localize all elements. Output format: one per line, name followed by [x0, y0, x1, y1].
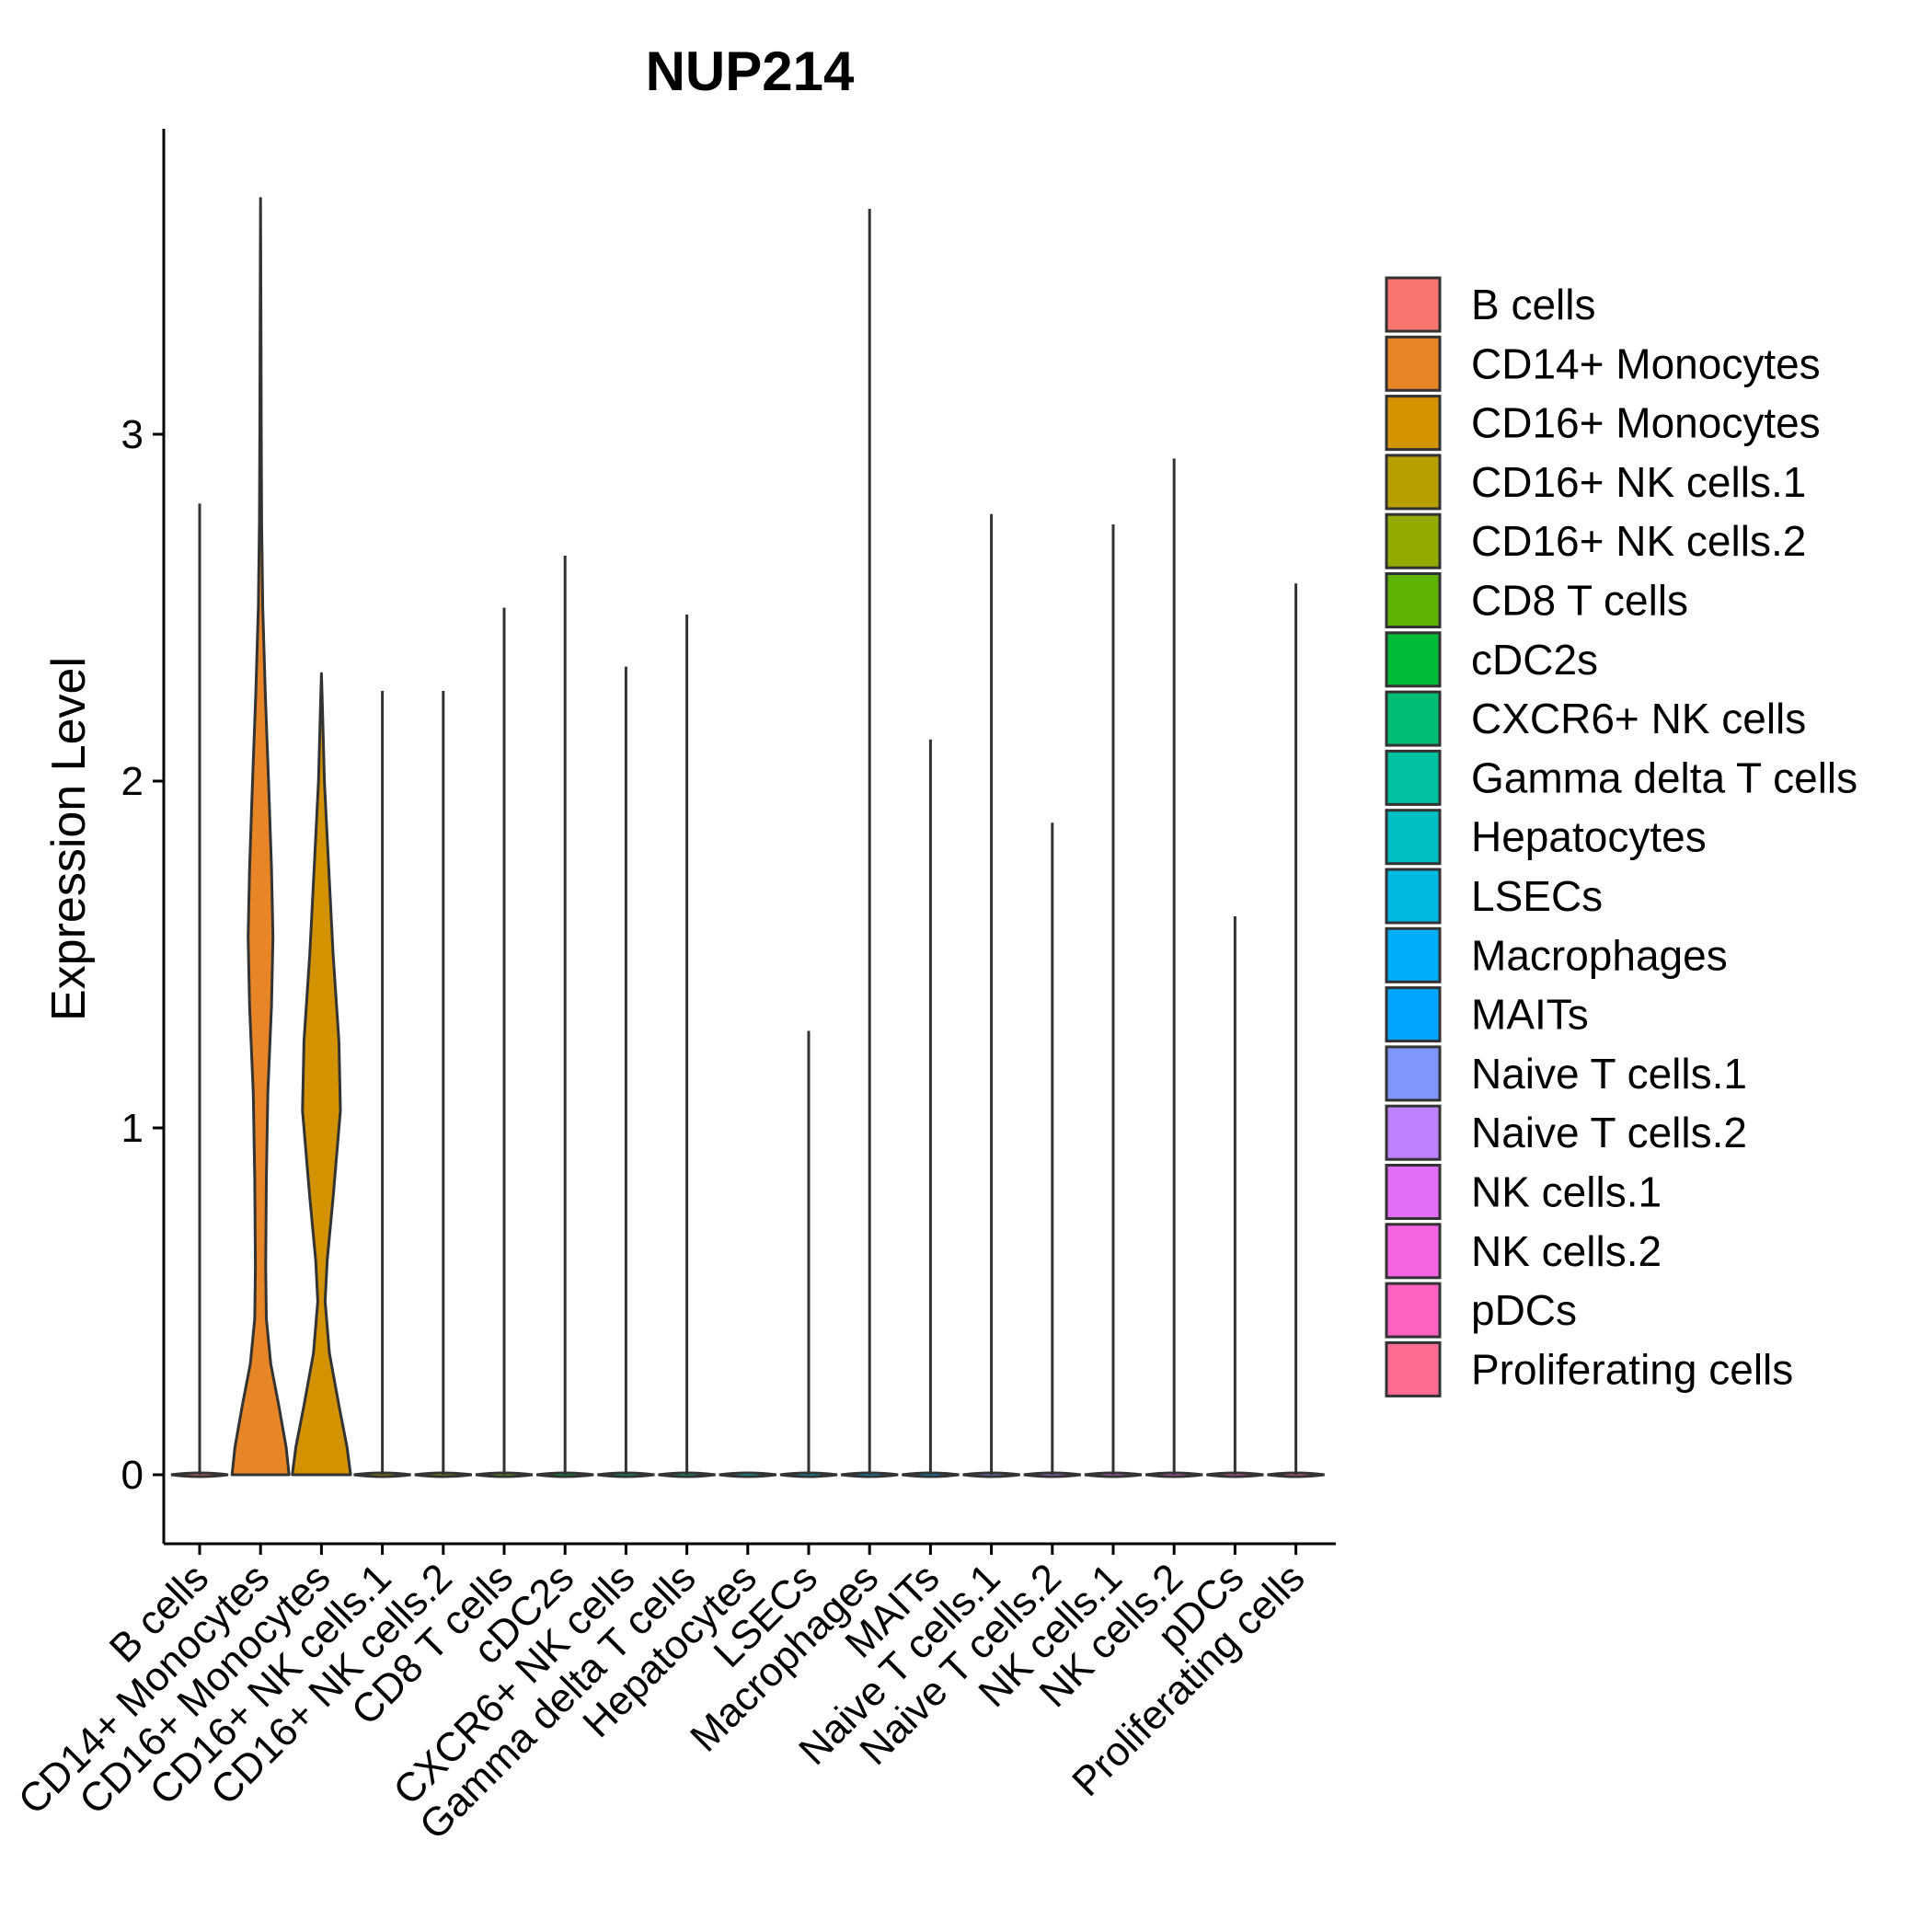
violin-pdcs — [1206, 916, 1264, 1478]
legend-key-hepatocytes — [1385, 809, 1442, 866]
violin-hepatocytes-base — [719, 1471, 776, 1478]
legend-label-naive-t-cells-2: Naive T cells.2 — [1471, 1109, 1747, 1156]
violin-cd16-plus-nk-cells-2 — [414, 690, 472, 1478]
legend-label-gamma-delta-t-cells: Gamma delta T cells — [1471, 753, 1857, 801]
violin-macrophages — [841, 208, 899, 1478]
y-ticks: 0 1 2 3 — [121, 412, 164, 1498]
legend-key-macrophages — [1385, 926, 1442, 983]
legend-key-cxcr6-plus-nk-cells — [1385, 690, 1442, 747]
legend-key-cdc2s — [1385, 631, 1442, 688]
y-tick-label: 3 — [121, 412, 144, 457]
legend-key-gamma-delta-t-cells — [1385, 749, 1442, 806]
legend-key-naive-t-cells-2 — [1385, 1104, 1442, 1161]
violin-cd16-plus-monocytes — [291, 672, 352, 1477]
violin-cd16-plus-nk-cells-1 — [353, 690, 411, 1478]
legend-label-macrophages: Macrophages — [1471, 931, 1728, 979]
violin-cd14-plus-monocytes — [230, 197, 291, 1477]
legend-key-cd14-plus-monocytes — [1385, 335, 1442, 392]
legend-label-pdcs: pDCs — [1471, 1286, 1577, 1334]
legend-key-nk-cells-1 — [1385, 1164, 1442, 1220]
violin-cxcr6-plus-nk-cells — [597, 666, 655, 1478]
legend-key-naive-t-cells-1 — [1385, 1045, 1442, 1102]
y-tick-label: 1 — [121, 1106, 144, 1151]
chart-title: NUP214 — [646, 40, 855, 102]
legend-label-nk-cells-1: NK cells.1 — [1471, 1168, 1662, 1216]
violin-naive-t-cells-2 — [1023, 822, 1081, 1478]
violin-proliferating-cells — [1267, 583, 1325, 1478]
legend-label-cxcr6-plus-nk-cells: CXCR6+ NK cells — [1471, 695, 1806, 742]
legend-key-b-cells — [1385, 276, 1442, 333]
legend-key-cd16-plus-nk-cells-1 — [1385, 454, 1442, 511]
violin-nk-cells-2 — [1145, 458, 1203, 1478]
legend-label-cd8-t-cells: CD8 T cells — [1471, 577, 1688, 625]
violin-maits — [902, 739, 960, 1478]
violin-gamma-delta-t-cells — [658, 615, 716, 1478]
legend-label-hepatocytes: Hepatocytes — [1471, 813, 1707, 861]
violin-lsecs — [779, 1030, 838, 1478]
violin-b-cells — [170, 503, 229, 1478]
axes — [162, 129, 1336, 1546]
violins — [170, 197, 1325, 1478]
legend-key-lsecs — [1385, 868, 1442, 925]
legend-key-cd8-t-cells — [1385, 572, 1442, 628]
y-tick-label: 2 — [121, 759, 144, 804]
y-axis-label: Expression Level — [42, 657, 96, 1021]
legend-label-cd16-plus-nk-cells-2: CD16+ NK cells.2 — [1471, 517, 1806, 565]
legend-key-cd16-plus-monocytes — [1385, 395, 1442, 452]
violin-cdc2s — [536, 555, 594, 1478]
violin-hepatocytes — [719, 1471, 776, 1478]
legend-label-maits: MAITs — [1471, 991, 1589, 1039]
legend-label-cd14-plus-monocytes: CD14+ Monocytes — [1471, 339, 1821, 387]
legend-key-maits — [1385, 986, 1442, 1043]
legend-key-pdcs — [1385, 1282, 1442, 1339]
legend-label-b-cells: B cells — [1471, 281, 1595, 328]
legend-key-proliferating-cells — [1385, 1340, 1442, 1397]
legend-label-nk-cells-2: NK cells.2 — [1471, 1227, 1662, 1275]
legend-label-lsecs: LSECs — [1471, 872, 1603, 920]
legend-key-nk-cells-2 — [1385, 1223, 1442, 1280]
legend: B cells CD14+ Monocytes CD16+ Monocytes CD1… — [1385, 276, 1857, 1397]
legend-label-cdc2s: cDC2s — [1471, 636, 1598, 684]
legend-label-proliferating-cells: Proliferating cells — [1471, 1345, 1793, 1393]
legend-label-naive-t-cells-1: Naive T cells.1 — [1471, 1050, 1747, 1098]
legend-label-cd16-plus-monocytes: CD16+ Monocytes — [1471, 399, 1821, 447]
y-tick-label: 0 — [121, 1453, 144, 1498]
violin-cd8-t-cells — [475, 607, 534, 1478]
legend-key-cd16-plus-nk-cells-2 — [1385, 512, 1442, 569]
legend-label-cd16-plus-nk-cells-1: CD16+ NK cells.1 — [1471, 458, 1806, 506]
violin-nk-cells-1 — [1084, 524, 1143, 1478]
violin-naive-t-cells-1 — [962, 513, 1020, 1478]
